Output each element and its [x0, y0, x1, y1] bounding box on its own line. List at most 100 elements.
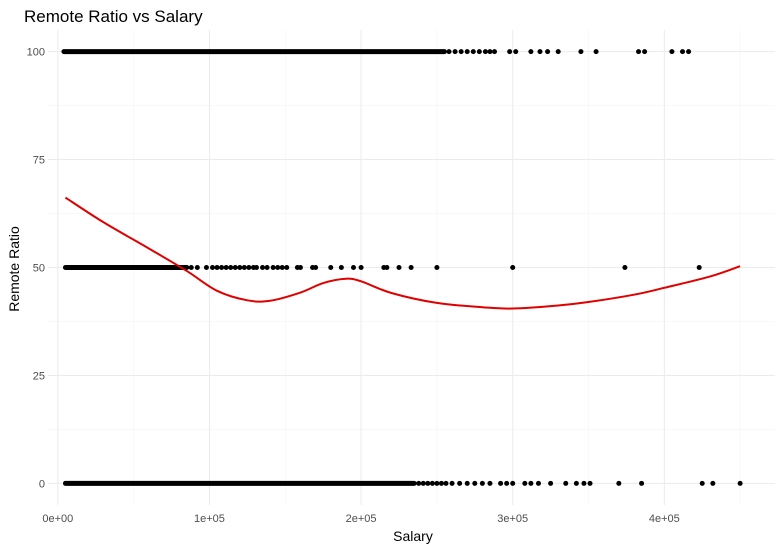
data-point — [358, 265, 364, 270]
data-point — [528, 49, 534, 55]
data-point — [351, 265, 357, 270]
data-point — [434, 265, 440, 270]
data-point — [203, 265, 209, 270]
y-tick-label: 0 — [39, 478, 45, 490]
data-point — [510, 265, 516, 270]
data-point — [328, 265, 334, 270]
x-axis-title: Salary — [393, 528, 433, 544]
data-point — [510, 480, 516, 486]
data-point — [313, 265, 319, 270]
data-point — [214, 265, 220, 270]
data-point — [434, 480, 440, 486]
data-point — [279, 265, 285, 270]
data-point — [457, 480, 463, 486]
data-point — [270, 265, 276, 270]
data-point — [593, 49, 599, 55]
data-point — [470, 49, 476, 55]
data-point — [246, 265, 252, 270]
data-point — [420, 480, 426, 486]
data-point — [487, 480, 493, 486]
data-point — [237, 265, 243, 270]
y-tick-label: 100 — [27, 47, 45, 59]
data-point — [522, 480, 528, 486]
data-point — [578, 49, 584, 55]
data-point — [573, 480, 579, 486]
chart-title: Remote Ratio vs Salary — [24, 7, 203, 26]
data-point — [443, 480, 449, 486]
data-point — [680, 49, 686, 55]
data-point — [194, 265, 200, 270]
data-point — [507, 49, 513, 55]
data-point — [338, 265, 344, 270]
data-point — [669, 49, 675, 55]
data-point — [636, 49, 642, 55]
data-point — [284, 265, 290, 270]
x-tick-label: 0e+00 — [42, 513, 73, 525]
data-point — [264, 265, 270, 270]
smooth-trend — [64, 196, 741, 310]
data-point — [498, 480, 504, 486]
data-point — [275, 265, 281, 270]
y-tick-label: 75 — [33, 155, 45, 167]
data-point — [555, 49, 561, 55]
data-point — [446, 49, 452, 55]
x-tick-label: 2e+05 — [346, 513, 377, 525]
data-point — [616, 480, 622, 486]
data-point — [297, 265, 303, 270]
data-point — [513, 49, 519, 55]
data-point — [581, 480, 587, 486]
dense-point-band — [61, 49, 447, 55]
data-point — [223, 265, 229, 270]
data-point — [563, 480, 569, 486]
data-point — [587, 480, 593, 486]
data-point — [545, 49, 551, 55]
data-point — [384, 265, 390, 270]
trend-line — [64, 196, 741, 310]
data-point — [472, 480, 478, 486]
data-point — [188, 265, 194, 270]
data-point — [537, 49, 543, 55]
y-tick-label: 25 — [33, 370, 45, 382]
data-point — [492, 49, 498, 55]
data-point — [458, 49, 464, 55]
data-point — [710, 480, 716, 486]
data-point — [449, 480, 455, 486]
data-point — [535, 480, 541, 486]
data-point — [425, 480, 431, 486]
data-point — [622, 265, 628, 270]
data-point — [476, 49, 482, 55]
data-point — [528, 480, 534, 486]
y-tick-label: 50 — [33, 263, 45, 275]
data-point — [737, 480, 743, 486]
dense-point-band — [62, 480, 417, 486]
data-point — [438, 480, 444, 486]
data-point — [686, 49, 692, 55]
data-point — [548, 480, 554, 486]
data-point — [232, 265, 238, 270]
data-point — [639, 480, 645, 486]
data-point — [699, 480, 705, 486]
y-axis-title: Remote Ratio — [6, 226, 22, 312]
x-axis-ticks: 0e+00 1e+05 2e+05 3e+05 4e+05 — [42, 513, 679, 525]
data-points — [61, 49, 743, 486]
data-point — [210, 265, 216, 270]
data-point — [408, 265, 414, 270]
data-point — [228, 265, 234, 270]
data-point — [464, 480, 470, 486]
data-point — [260, 265, 266, 270]
dense-point-band — [62, 265, 190, 270]
data-point — [253, 265, 259, 270]
x-tick-label: 1e+05 — [194, 513, 225, 525]
x-tick-label: 4e+05 — [649, 513, 680, 525]
data-point — [482, 49, 488, 55]
data-point — [696, 265, 702, 270]
data-point — [642, 49, 648, 55]
y-axis-ticks: 0 25 50 75 100 — [27, 47, 45, 491]
data-point — [241, 265, 247, 270]
data-point — [464, 49, 470, 55]
data-point — [429, 480, 435, 486]
data-point — [504, 480, 510, 486]
data-point — [219, 265, 225, 270]
data-point — [452, 49, 458, 55]
